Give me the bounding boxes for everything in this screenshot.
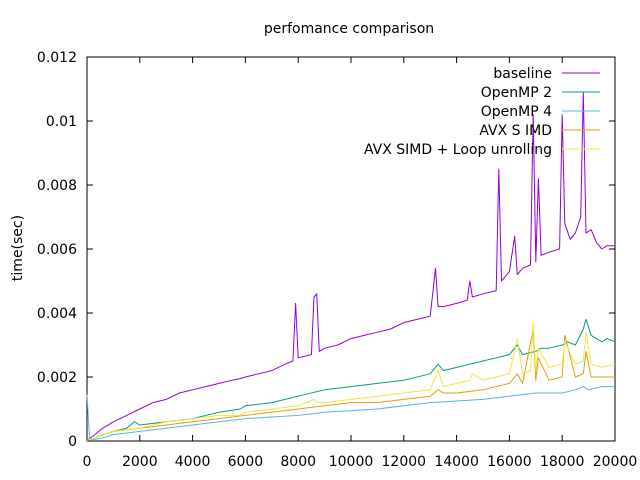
series-line-1 [86,91,615,441]
y-tick-label: 0.008 [37,178,77,194]
x-tick-label: 2000 [122,454,158,470]
y-tick-label: 0.01 [46,114,77,130]
y-tick-label: 0 [68,434,77,450]
series-line-5 [86,322,616,441]
x-tick-label: 12000 [382,454,427,470]
y-tick-label: 0.002 [37,370,77,386]
legend: baseline OpenMP 2 OpenMP 4 AVX S IMD AVX SIM… [364,66,600,158]
legend-label: OpenMP 2 [481,85,552,101]
x-tick-label: 14000 [434,454,479,470]
x-tick-label: 0 [83,454,92,470]
series-line-3 [86,386,615,440]
x-tick-label: 20000 [593,454,638,470]
x-tick-label: 4000 [175,454,211,470]
y-axis-label: time(sec) [10,215,26,281]
legend-label: AVX SIMD + Loop unrolling [364,142,552,158]
series-lines [86,91,616,441]
chart-title: perfomance comparison [264,21,434,37]
y-axis: 0 0.002 0.004 0.006 0.008 0.01 0.012 [37,50,615,450]
x-axis: 0 2000 4000 6000 8000 10000 12000 14000 16000 180… [83,57,638,470]
y-tick-label: 0.012 [37,50,77,66]
legend-label: OpenMP 4 [481,104,552,120]
series-line-2 [86,318,616,441]
y-tick-label: 0.004 [37,306,77,322]
x-tick-label: 10000 [329,454,374,470]
x-tick-label: 18000 [540,454,585,470]
x-tick-label: 16000 [487,454,532,470]
x-tick-label: 8000 [280,454,316,470]
series-line-4 [86,328,615,441]
y-tick-label: 0.006 [37,242,77,258]
legend-label: AVX S IMD [479,123,552,139]
legend-label: baseline [493,66,552,82]
x-tick-label: 6000 [228,454,264,470]
